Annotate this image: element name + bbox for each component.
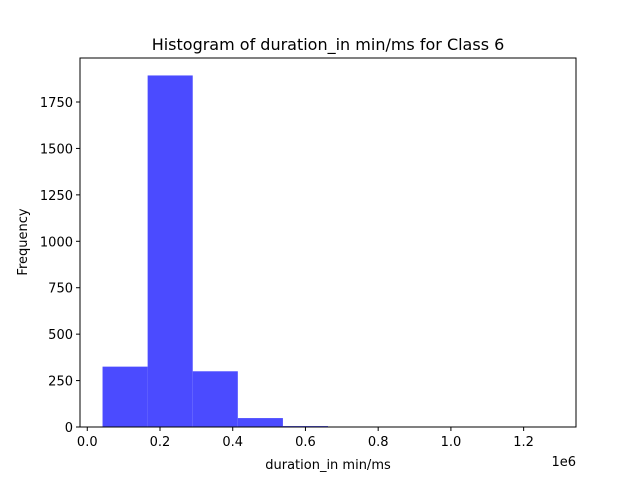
x-axis-label: duration_in min/ms [265, 458, 391, 473]
y-tick-label-2: 500 [48, 328, 73, 343]
x-tick-label-2: 0.4 [222, 435, 243, 450]
plot-frame [79, 57, 577, 428]
x-axis-offset-label: 1e6 [551, 455, 576, 470]
x-ticks-group: 0.0 0.2 0.4 0.6 0.8 1.0 1.2 [77, 427, 534, 450]
histogram-bar-1 [147, 75, 193, 427]
y-tick-label-7: 1750 [40, 96, 73, 111]
y-tick-label-1: 250 [48, 375, 73, 390]
x-tick-label-4: 0.8 [368, 435, 389, 450]
x-tick-label-1: 0.2 [150, 435, 171, 450]
chart-title: Histogram of duration_in min/ms for Clas… [152, 35, 505, 55]
x-tick-label-0: 0.0 [77, 435, 98, 450]
histogram-bar-2 [192, 371, 238, 427]
y-tick-label-6: 1500 [40, 142, 73, 157]
x-tick-label-3: 0.6 [295, 435, 316, 450]
y-ticks-group: 0 250 500 750 1000 1250 1500 1750 [40, 96, 80, 436]
y-tick-label-4: 1000 [40, 235, 73, 250]
y-tick-label-0: 0 [65, 421, 73, 436]
y-axis-label: Frequency [16, 208, 31, 275]
bars-group [102, 75, 554, 427]
y-tick-label-3: 750 [48, 282, 73, 297]
x-tick-label-5: 1.0 [441, 435, 462, 450]
x-tick-label-6: 1.2 [513, 435, 534, 450]
histogram-bar-0 [102, 366, 148, 427]
histogram-bar-3 [237, 418, 283, 427]
y-tick-label-5: 1250 [40, 189, 73, 204]
